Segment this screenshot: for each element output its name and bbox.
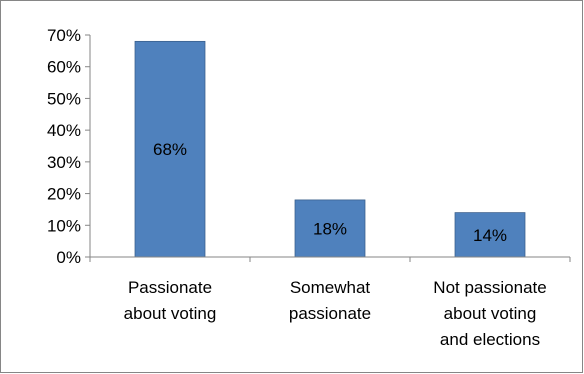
x-tick-label: and elections <box>440 330 540 349</box>
y-tick-label: 60% <box>47 58 81 77</box>
y-tick-label: 50% <box>47 89 81 108</box>
y-axis: 0% 10% 20% 30% 40% 50% 60% 70% <box>47 26 91 267</box>
data-label: 68% <box>153 140 187 159</box>
data-label: 14% <box>473 226 507 245</box>
x-tick-label: Passionate <box>128 278 212 297</box>
y-tick-label: 0% <box>56 248 81 267</box>
x-axis: Passionate about voting Somewhat passionate… <box>89 256 571 349</box>
y-tick-label: 70% <box>47 26 81 45</box>
x-tick-label: Not passionate <box>433 278 546 297</box>
y-tick-label: 10% <box>47 216 81 235</box>
x-tick-label: about voting <box>444 304 537 323</box>
data-label: 18% <box>313 219 347 238</box>
y-tick-label: 40% <box>47 121 81 140</box>
y-tick-label: 20% <box>47 185 81 204</box>
x-tick-label: passionate <box>289 304 371 323</box>
x-tick-label: about voting <box>124 304 217 323</box>
y-tick-label: 30% <box>47 153 81 172</box>
bars: 68% 18% 14% <box>134 40 526 258</box>
x-tick-label: Somewhat <box>290 278 371 297</box>
